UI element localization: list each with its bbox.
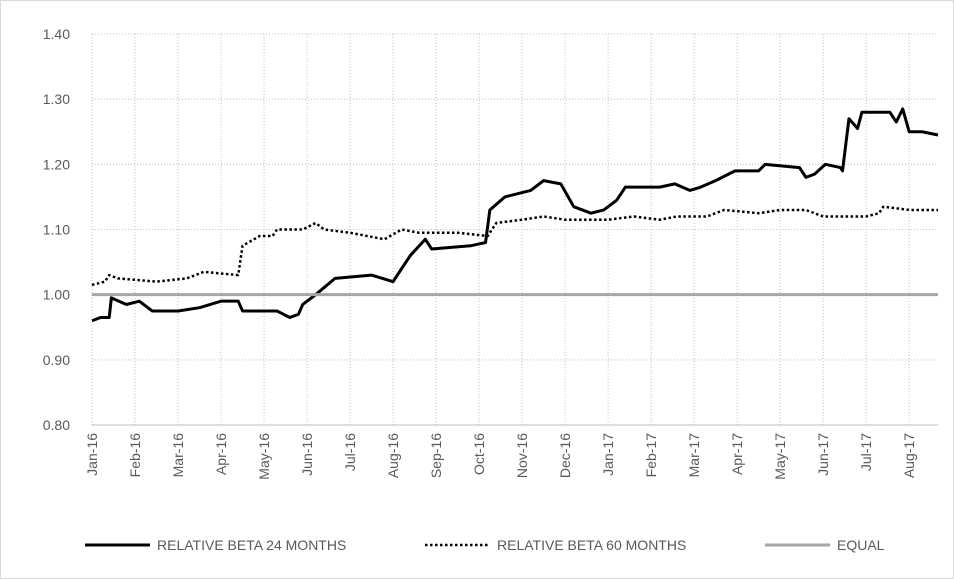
x-tick-label: Jun-16: [299, 433, 315, 476]
legend-label: RELATIVE BETA 24 MONTHS: [157, 537, 346, 553]
x-tick-label: Jun-17: [815, 433, 831, 476]
x-tick-label: Feb-16: [127, 433, 143, 478]
x-tick-label: Dec-16: [557, 433, 573, 478]
legend-label: EQUAL: [837, 537, 885, 553]
y-tick-label: 1.10: [43, 222, 70, 238]
x-tick-label: Apr-17: [729, 433, 745, 475]
legend-label: RELATIVE BETA 60 MONTHS: [497, 537, 686, 553]
x-tick-label: Feb-17: [643, 433, 659, 478]
x-tick-label: May-17: [772, 433, 788, 480]
x-tick-label: Jan-17: [600, 433, 616, 476]
x-tick-label: Mar-17: [686, 433, 702, 478]
x-tick-label: Aug-17: [901, 433, 917, 478]
x-tick-label: Sep-16: [428, 433, 444, 478]
series-line: [91, 205, 938, 287]
x-tick-label: Oct-16: [471, 433, 487, 475]
x-tick-label: Aug-16: [385, 433, 401, 478]
x-tick-label: Jul-17: [858, 433, 874, 471]
x-tick-label: Jul-16: [342, 433, 358, 471]
x-tick-label: May-16: [256, 433, 272, 480]
x-tick-label: Apr-16: [213, 433, 229, 475]
y-tick-label: 0.90: [43, 352, 70, 368]
x-tick-label: Nov-16: [514, 433, 530, 478]
y-tick-label: 1.20: [43, 156, 70, 172]
y-tick-label: 1.00: [43, 287, 70, 303]
y-tick-label: 1.30: [43, 91, 70, 107]
y-tick-label: 1.40: [43, 26, 70, 42]
y-tick-label: 0.80: [43, 417, 70, 433]
series-line: [91, 107, 939, 323]
x-tick-label: Jan-16: [84, 433, 100, 476]
x-tick-label: Mar-16: [170, 433, 186, 478]
